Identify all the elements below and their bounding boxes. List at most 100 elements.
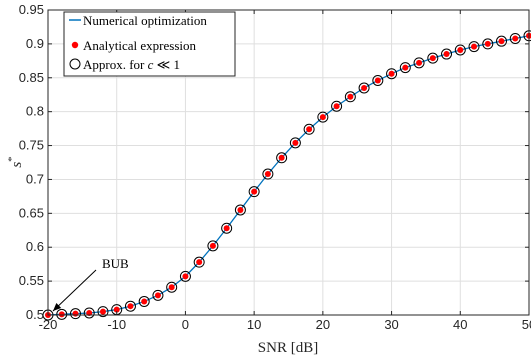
series-analytical-expression (45, 32, 531, 318)
legend-label-numerical: Numerical optimization (83, 13, 207, 28)
x-tick-label: 0 (182, 317, 189, 332)
annotation-arrowhead (53, 302, 62, 311)
analytical-point (498, 38, 505, 45)
approx-point (262, 168, 274, 180)
analytical-point (58, 311, 65, 318)
analytical-point (319, 114, 326, 121)
approx-point (413, 57, 425, 69)
legend-box (63, 11, 236, 77)
approx-point (372, 74, 384, 86)
analytical-point (402, 64, 409, 71)
approx-point (386, 68, 398, 80)
analytical-point (306, 126, 313, 133)
approx-point (482, 38, 494, 50)
approx-point (179, 270, 191, 282)
y-tick-label: 0.6 (26, 239, 44, 254)
analytical-point (141, 298, 148, 305)
approx-point (399, 62, 411, 74)
analytical-point (264, 171, 271, 178)
approx-point (509, 32, 521, 44)
analytical-point (471, 43, 478, 50)
approx-point (358, 82, 370, 94)
x-axis-label: SNR [dB] (258, 340, 318, 356)
x-tick-label: -10 (107, 317, 126, 332)
analytical-point (512, 35, 519, 42)
approx-point (303, 123, 315, 135)
y-tick-label: 0.55 (19, 273, 44, 288)
approx-point (234, 204, 246, 216)
analytical-point (292, 139, 299, 146)
analytical-point (113, 306, 120, 313)
analytical-point (209, 242, 216, 249)
y-tick-label: 0.9 (26, 36, 44, 51)
analytical-point (333, 103, 340, 110)
y-tick-label: 0.8 (26, 104, 44, 119)
approx-point (468, 41, 480, 53)
y-tick-label: 0.65 (19, 205, 44, 220)
approx-point (69, 308, 81, 320)
y-tick-label: 0.85 (19, 70, 44, 85)
legend-dot-swatch (71, 41, 79, 49)
x-tick-label: 20 (316, 317, 330, 332)
approx-point (97, 306, 109, 318)
y-tick-label: 0.75 (19, 138, 44, 153)
analytical-point (429, 55, 436, 62)
approx-point (317, 111, 329, 123)
annotation-bub: BUB (52, 256, 129, 312)
y-axis-label: s* (6, 156, 25, 167)
approx-point (56, 308, 68, 320)
analytical-point (278, 154, 285, 161)
approx-point (193, 256, 205, 268)
legend: Numerical optimization Analytical expres… (63, 11, 236, 77)
analytical-point (99, 308, 106, 315)
approx-point (454, 44, 466, 56)
legend-label-analytical: Analytical expression (83, 38, 196, 53)
x-tick-label: 50 (522, 317, 531, 332)
approx-point (276, 152, 288, 164)
analytical-point (86, 309, 93, 316)
y-tick-label: 0.5 (26, 307, 44, 322)
analytical-point (72, 310, 79, 317)
y-tick-label: 0.95 (19, 2, 44, 17)
approx-point (344, 91, 356, 103)
series-approx (42, 30, 531, 321)
approx-point (124, 300, 136, 312)
analytical-point (223, 225, 230, 232)
x-tick-label: 10 (247, 317, 261, 332)
approx-point (152, 289, 164, 301)
approx-point (248, 186, 260, 198)
annotation-arrow (52, 269, 97, 312)
analytical-point (388, 70, 395, 77)
analytical-point (196, 259, 203, 266)
analytical-point (251, 188, 258, 195)
approx-point (207, 240, 219, 252)
analytical-point (416, 59, 423, 66)
approx-point (221, 222, 233, 234)
approx-point (441, 48, 453, 60)
annotation-bub-label: BUB (102, 256, 129, 271)
approx-point (289, 137, 301, 149)
analytical-point (168, 284, 175, 291)
x-tick-label: -20 (39, 317, 58, 332)
legend-circle-swatch (69, 58, 81, 70)
y-axis-ticks: 0.5 0.55 0.6 0.65 0.7 0.75 0.8 0.85 0.9 0.95 (19, 2, 529, 322)
analytical-point (374, 77, 381, 84)
analytical-point (484, 40, 491, 47)
approx-point (166, 281, 178, 293)
analytical-point (154, 292, 161, 299)
analytical-point (237, 206, 244, 213)
analytical-point (347, 93, 354, 100)
approx-point (331, 100, 343, 112)
analytical-point (443, 51, 450, 58)
y-tick-label: 0.7 (26, 171, 44, 186)
x-tick-label: 40 (453, 317, 467, 332)
legend-label-approx: Approx. for c ≪ 1 (83, 57, 180, 72)
x-axis-ticks: -20 -10 0 10 20 30 40 50 (39, 10, 531, 332)
analytical-point (127, 303, 134, 310)
approx-point (138, 295, 150, 307)
analytical-point (182, 273, 189, 280)
approx-point (427, 52, 439, 64)
approx-point (83, 307, 95, 319)
analytical-point (457, 46, 464, 53)
